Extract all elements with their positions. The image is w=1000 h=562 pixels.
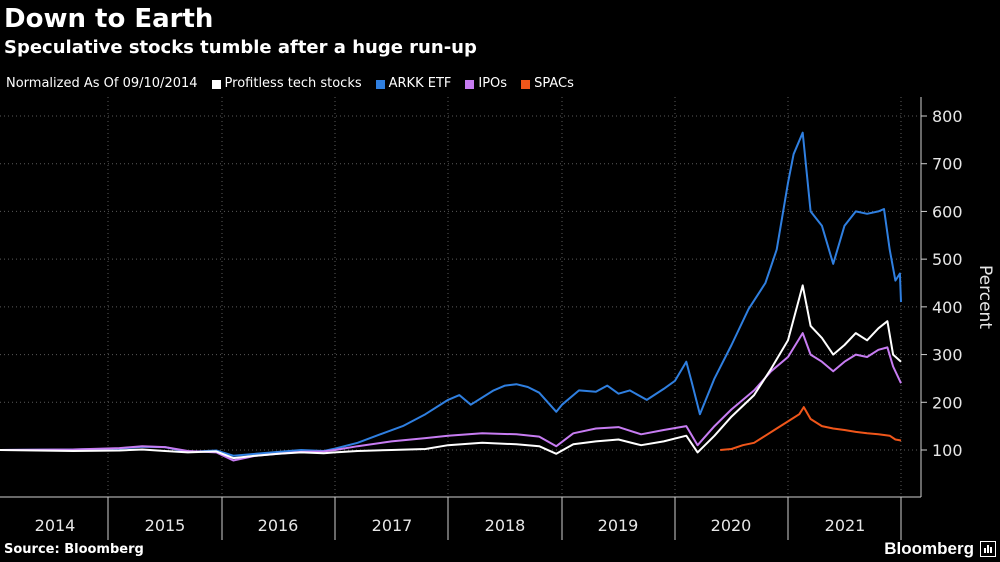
series-line-profitless-tech-stocks	[0, 284, 902, 460]
series-line-spacs	[720, 406, 902, 451]
x-tick-label: 2020	[711, 516, 752, 535]
legend-item-profitless: Profitless tech stocks	[211, 75, 362, 93]
legend-label-arkk: ARKK ETF	[388, 76, 452, 91]
x-tick-label: 2021	[825, 516, 866, 535]
x-tick-label: 2018	[485, 516, 526, 535]
bloomberg-icon	[980, 541, 996, 557]
y-tick-label: 500	[932, 250, 963, 269]
x-tick-label: 2019	[598, 516, 639, 535]
legend-label-ipos: IPOs	[478, 76, 508, 91]
legend-swatch-ipos	[465, 79, 475, 89]
y-axis-label: Percent	[975, 265, 995, 329]
legend-label-spacs: SPACs	[534, 76, 574, 91]
legend-item-spacs: SPACs	[521, 75, 574, 93]
legend-item-ipos: IPOs	[465, 75, 507, 93]
legend-swatch-spacs	[521, 79, 531, 89]
brand-logo: Bloomberg	[884, 539, 974, 558]
y-tick-label: 700	[932, 155, 963, 174]
x-tick-label: 2016	[258, 516, 299, 535]
legend-item-arkk: ARKK ETF	[375, 75, 452, 93]
series-line-ipos	[0, 332, 902, 462]
y-tick-label: 600	[932, 202, 963, 221]
x-tick-label: 2014	[35, 516, 76, 535]
y-tick-label: 200	[932, 393, 963, 412]
legend-swatch-profitless	[211, 79, 221, 89]
y-tick-label: 800	[932, 107, 963, 126]
chart-subtitle: Speculative stocks tumble after a huge r…	[4, 37, 477, 58]
source-note: Source: Bloomberg	[4, 542, 144, 557]
legend-label-profitless: Profitless tech stocks	[224, 76, 362, 91]
legend-note: Normalized As Of 09/10/2014	[6, 76, 198, 91]
y-tick-label: 100	[932, 441, 963, 460]
x-tick-label: 2017	[372, 516, 413, 535]
legend: Normalized As Of 09/10/2014 Profitless t…	[6, 75, 574, 93]
chart-title: Down to Earth	[4, 4, 214, 34]
legend-swatch-arkk	[375, 79, 385, 89]
y-tick-label: 400	[932, 298, 963, 317]
y-tick-label: 300	[932, 346, 963, 365]
series-line-arkk-etf	[0, 131, 902, 457]
x-tick-label: 2015	[145, 516, 186, 535]
